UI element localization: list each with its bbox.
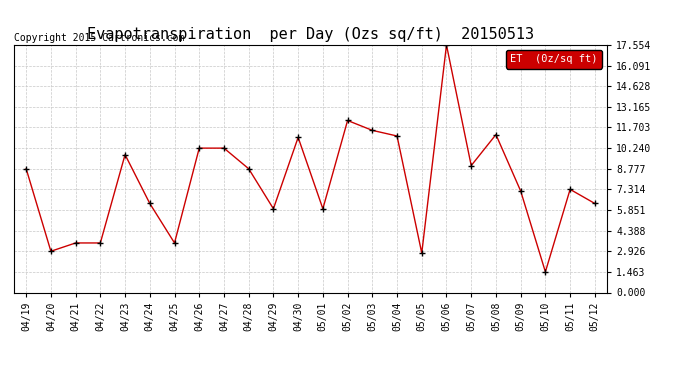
Title: Evapotranspiration  per Day (Ozs sq/ft)  20150513: Evapotranspiration per Day (Ozs sq/ft) 2… bbox=[87, 27, 534, 42]
Legend: ET  (0z/sq ft): ET (0z/sq ft) bbox=[506, 50, 602, 69]
Text: Copyright 2015 Cartronics.com: Copyright 2015 Cartronics.com bbox=[14, 33, 184, 42]
